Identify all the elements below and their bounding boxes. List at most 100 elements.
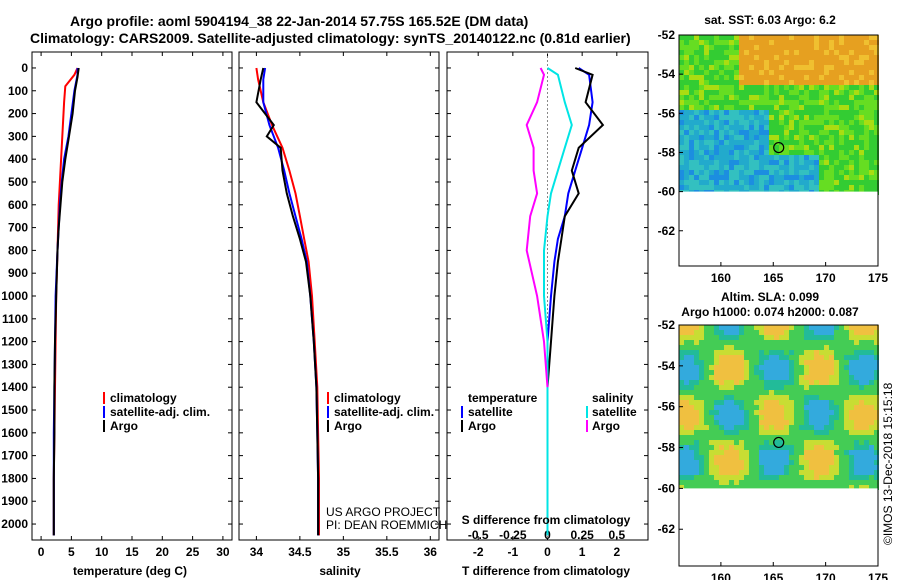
map-cell xyxy=(859,185,864,190)
map-cell xyxy=(724,370,729,375)
map-cell xyxy=(839,420,844,425)
map-cell xyxy=(869,130,874,135)
map-cell xyxy=(739,395,744,400)
map-cell xyxy=(744,140,749,145)
map-cell xyxy=(869,330,874,335)
map-cell xyxy=(874,185,879,190)
map-cell xyxy=(864,435,869,440)
map-cell xyxy=(789,430,794,435)
map-cell xyxy=(759,110,764,115)
map-cell xyxy=(809,365,814,370)
map-cell xyxy=(814,465,819,470)
map-cell xyxy=(849,385,854,390)
map-cell xyxy=(869,430,874,435)
map-cell xyxy=(714,380,719,385)
map-cell xyxy=(749,60,754,65)
map-cell xyxy=(714,405,719,410)
map-cell xyxy=(824,420,829,425)
map-cell xyxy=(694,380,699,385)
map-cell xyxy=(849,180,854,185)
map-cell xyxy=(854,45,859,50)
map-cell xyxy=(804,100,809,105)
map-cell xyxy=(704,75,709,80)
map-cell xyxy=(789,450,794,455)
map-cell xyxy=(789,120,794,125)
map-cell xyxy=(729,460,734,465)
map-cell xyxy=(709,420,714,425)
y-tick-label: 1500 xyxy=(1,403,28,417)
map-cell xyxy=(859,60,864,65)
x-tick-label: 2 xyxy=(613,545,620,559)
map-cell xyxy=(774,360,779,365)
map-cell xyxy=(804,185,809,190)
map-cell xyxy=(684,460,689,465)
map-cell xyxy=(684,465,689,470)
map-cell xyxy=(694,400,699,405)
map-cell xyxy=(804,355,809,360)
map-cell xyxy=(764,410,769,415)
map-cell xyxy=(869,415,874,420)
temperature-panel: 0100200300400500600700800900100011001200… xyxy=(1,51,233,559)
map-cell xyxy=(854,370,859,375)
map-cell xyxy=(749,390,754,395)
map-cell xyxy=(824,340,829,345)
map-cell xyxy=(844,375,849,380)
map-cell xyxy=(764,75,769,80)
map-cell xyxy=(689,115,694,120)
map-cell xyxy=(749,335,754,340)
map-cell xyxy=(714,470,719,475)
map-cell xyxy=(874,410,879,415)
map-cell xyxy=(784,395,789,400)
map-cell xyxy=(699,390,704,395)
map-y-tick-label: -54 xyxy=(658,359,676,373)
map-cell xyxy=(684,105,689,110)
map-cell xyxy=(864,440,869,445)
map-cell xyxy=(764,385,769,390)
map-cell xyxy=(789,65,794,70)
map-cell xyxy=(704,385,709,390)
map-cell xyxy=(774,70,779,75)
map-cell xyxy=(699,140,704,145)
map-cell xyxy=(809,435,814,440)
map-cell xyxy=(714,435,719,440)
map-cell xyxy=(719,480,724,485)
map-cell xyxy=(699,420,704,425)
map-cell xyxy=(784,45,789,50)
map-cell xyxy=(774,95,779,100)
map-cell xyxy=(814,350,819,355)
map-cell xyxy=(684,130,689,135)
map-cell xyxy=(844,65,849,70)
map-cell xyxy=(859,475,864,480)
map-cell xyxy=(819,380,824,385)
map-cell xyxy=(864,100,869,105)
map-cell xyxy=(754,60,759,65)
map-cell xyxy=(769,85,774,90)
map-cell xyxy=(809,130,814,135)
map-cell xyxy=(809,135,814,140)
map-cell xyxy=(834,170,839,175)
map-cell xyxy=(819,45,824,50)
map-cell xyxy=(754,350,759,355)
map-cell xyxy=(859,130,864,135)
map-cell xyxy=(739,400,744,405)
map-cell xyxy=(829,420,834,425)
map-cell xyxy=(744,430,749,435)
map-cell xyxy=(694,155,699,160)
map-cell xyxy=(844,170,849,175)
map-cell xyxy=(714,140,719,145)
map-cell xyxy=(804,370,809,375)
map-cell xyxy=(769,180,774,185)
map-cell xyxy=(709,110,714,115)
map-cell xyxy=(689,370,694,375)
map-cell xyxy=(849,125,854,130)
map-cell xyxy=(874,105,879,110)
map-cell xyxy=(784,350,789,355)
map-cell xyxy=(834,475,839,480)
map-cell xyxy=(854,355,859,360)
map-cell xyxy=(834,425,839,430)
map-cell xyxy=(814,435,819,440)
map-cell xyxy=(824,60,829,65)
map-cell xyxy=(819,40,824,45)
map-cell xyxy=(834,440,839,445)
map-cell xyxy=(749,345,754,350)
